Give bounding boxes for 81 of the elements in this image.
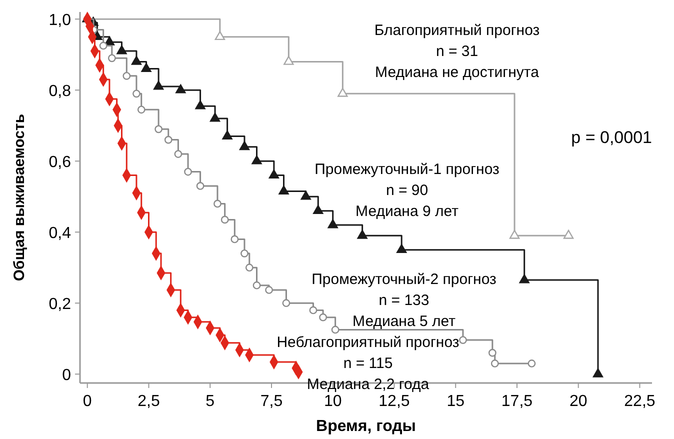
point xyxy=(122,72,131,80)
point xyxy=(137,106,146,114)
series-label: Промежуточный-1 прогноз xyxy=(314,161,500,178)
point xyxy=(268,170,280,179)
x-tick-label: 15 xyxy=(446,393,465,410)
x-axis-title: Время, годы xyxy=(316,418,416,435)
point xyxy=(108,54,116,62)
point xyxy=(196,182,204,190)
point xyxy=(509,230,520,239)
point xyxy=(519,274,530,284)
annotation: n = 90 xyxy=(386,182,428,199)
point xyxy=(357,230,368,239)
annotation: n = 31 xyxy=(436,43,478,60)
annotation: p = 0,0001 xyxy=(571,128,652,147)
point xyxy=(116,45,127,54)
point xyxy=(220,216,229,224)
point xyxy=(239,141,250,150)
point xyxy=(210,112,220,122)
point xyxy=(154,125,162,134)
point xyxy=(338,88,348,97)
y-tick-label: 0,6 xyxy=(48,154,72,172)
x-tick-label: 10 xyxy=(324,393,342,410)
point xyxy=(240,249,248,258)
x-tick-label: 0 xyxy=(82,393,92,410)
point xyxy=(131,56,142,65)
point xyxy=(331,326,340,334)
x-tick-label: 12,5 xyxy=(378,393,410,410)
point xyxy=(265,286,273,294)
y-tick-label: 0,4 xyxy=(48,225,72,242)
y-tick-label: 0 xyxy=(62,367,72,384)
point xyxy=(132,90,140,98)
point xyxy=(284,56,294,65)
point xyxy=(278,185,289,194)
point xyxy=(176,84,186,94)
point xyxy=(313,205,324,214)
annotation: Медиана 2,2 года xyxy=(306,376,430,393)
y-axis-title: Общая выживаемость xyxy=(11,114,28,282)
point xyxy=(396,244,407,254)
x-tick-label: 22,5 xyxy=(624,393,656,410)
point xyxy=(319,313,327,322)
point xyxy=(282,299,290,308)
point xyxy=(328,219,338,228)
point xyxy=(592,368,604,378)
series-label: Неблагоприятный прогноз xyxy=(276,334,460,351)
point xyxy=(141,63,152,72)
point xyxy=(230,235,239,244)
point xyxy=(99,42,108,50)
point xyxy=(214,31,226,40)
point xyxy=(563,230,574,239)
point xyxy=(184,168,192,176)
x-tick-label: 2,5 xyxy=(138,393,160,410)
point xyxy=(252,155,262,164)
annotation: Медиана не достигнута xyxy=(375,64,540,81)
point xyxy=(459,336,467,344)
x-tick-label: 17,5 xyxy=(501,393,533,410)
point xyxy=(195,100,206,110)
y-tick-label: 0,8 xyxy=(48,83,72,100)
x-tick-label: 7,5 xyxy=(260,393,283,410)
series-label: Промежуточный-2 прогноз xyxy=(312,271,496,288)
point xyxy=(153,80,164,90)
text: Благоприятный прогноз xyxy=(374,22,540,39)
point xyxy=(488,348,496,357)
point xyxy=(245,264,254,272)
annotation: Медиана 9 лет xyxy=(356,203,459,220)
annotation: Медиана 5 лет xyxy=(352,313,456,330)
point xyxy=(490,360,499,368)
point xyxy=(214,200,222,208)
point xyxy=(222,130,232,140)
x-tick-label: 20 xyxy=(569,393,588,410)
y-tick-label: 1,0 xyxy=(48,12,72,30)
annotation: n = 115 xyxy=(343,355,393,372)
point xyxy=(174,150,182,158)
point xyxy=(300,190,311,200)
annotation: n = 133 xyxy=(378,292,430,309)
point xyxy=(309,306,318,314)
x-tick-label: 5 xyxy=(206,393,215,410)
point xyxy=(164,136,172,144)
y-tick-label: 0,2 xyxy=(48,296,72,314)
point xyxy=(104,36,115,46)
point xyxy=(252,281,261,290)
point xyxy=(528,360,536,368)
